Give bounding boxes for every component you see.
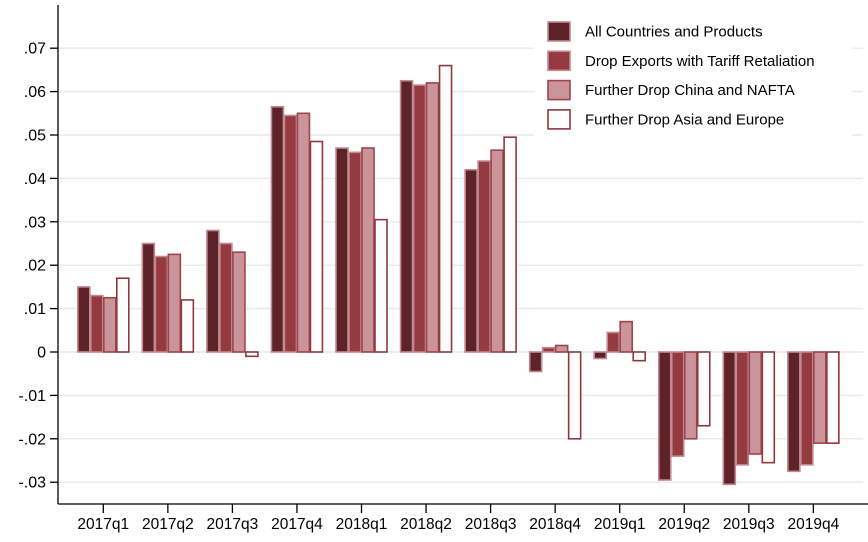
y-tick-label: .04 — [24, 171, 46, 188]
x-tick-label-2017q4: 2017q4 — [271, 516, 323, 533]
bar-2018q2-series4 — [438, 64, 453, 353]
bar-2017q3-series2 — [219, 242, 233, 353]
bar-2018q1-series2 — [348, 151, 362, 353]
y-tick-label: .01 — [24, 301, 46, 318]
bar-2018q2-series1 — [399, 79, 414, 353]
x-tick-label-2017q3: 2017q3 — [207, 516, 259, 533]
legend-label-series1: All Countries and Products — [585, 24, 763, 41]
bar-2019q4-series2 — [800, 351, 814, 466]
bar-2019q2-series2 — [670, 351, 685, 457]
y-tick-label: -.01 — [18, 388, 46, 405]
bar-2017q1-series1 — [77, 286, 91, 353]
bar-2017q1-series4 — [116, 277, 130, 353]
bar-2019q1-series3 — [619, 320, 634, 353]
bar-2018q4-series4 — [567, 351, 582, 440]
legend-swatch-series1 — [547, 21, 571, 42]
bar-2018q1-series3 — [361, 147, 375, 353]
bar-2019q4-series3 — [813, 351, 827, 444]
bar-2019q2-series1 — [657, 351, 672, 481]
legend-label-series3: Further Drop China and NAFTA — [585, 82, 795, 99]
x-tick-label-2018q1: 2018q1 — [336, 516, 388, 533]
y-tick-label: .06 — [24, 84, 46, 101]
y-tick-label: .02 — [24, 258, 46, 275]
x-tick-label-2017q1: 2017q1 — [77, 516, 129, 533]
bar-2017q2-series1 — [141, 242, 156, 353]
bar-2017q3-series4 — [245, 351, 259, 358]
x-tick-label-2018q4: 2018q4 — [529, 516, 581, 533]
legend-swatch-series4 — [547, 109, 571, 130]
x-tick-label-2019q1: 2019q1 — [594, 516, 646, 533]
bar-2017q4-series1 — [270, 105, 285, 353]
bar-2018q1-series4 — [374, 218, 388, 353]
bar-2018q3-series1 — [464, 168, 478, 353]
bar-2018q3-series4 — [503, 136, 517, 353]
bar-2017q4-series4 — [309, 140, 324, 353]
bar-2017q4-series2 — [283, 114, 298, 353]
y-tick-label: .05 — [24, 128, 46, 145]
y-tick-label: -.03 — [18, 475, 46, 492]
x-tick-label-2019q2: 2019q2 — [658, 516, 710, 533]
legend-swatch-series2 — [547, 50, 571, 72]
bar-2019q3-series4 — [761, 351, 776, 464]
bar-2019q3-series1 — [722, 351, 737, 486]
bar-2017q1-series3 — [103, 296, 117, 353]
legend-label-series2: Drop Exports with Tariff Retaliation — [585, 53, 815, 70]
bar-2019q2-series3 — [683, 351, 698, 440]
y-tick-label: .03 — [24, 214, 46, 231]
x-tick-label-2019q4: 2019q4 — [787, 516, 839, 533]
legend-background — [534, 10, 852, 137]
bar-2017q3-series1 — [206, 229, 220, 353]
bar-2019q1-series2 — [606, 331, 621, 353]
bar-2017q2-series2 — [154, 255, 169, 353]
bar-2017q2-series3 — [167, 253, 182, 353]
bar-2017q3-series3 — [232, 251, 246, 353]
bar-2019q4-series4 — [826, 351, 840, 444]
bar-2018q1-series1 — [335, 147, 349, 353]
bar-2019q1-series4 — [632, 351, 647, 362]
bar-2018q3-series3 — [490, 149, 504, 353]
bar-2019q3-series3 — [748, 351, 763, 455]
legend-swatch-series3 — [547, 79, 571, 101]
bar-2018q4-series1 — [528, 351, 543, 373]
bar-2018q4-series3 — [554, 344, 569, 353]
legend-label-series4: Further Drop Asia and Europe — [585, 111, 784, 128]
bar-2019q4-series1 — [787, 351, 801, 473]
y-tick-label: 0 — [37, 345, 46, 362]
bar-2017q1-series2 — [90, 294, 104, 353]
y-tick-label: .07 — [24, 41, 46, 58]
bar-2018q3-series2 — [477, 160, 491, 353]
x-tick-label-2018q3: 2018q3 — [465, 516, 517, 533]
bar-2018q4-series2 — [541, 346, 556, 353]
x-tick-label-2017q2: 2017q2 — [142, 516, 194, 533]
bar-2017q4-series3 — [296, 112, 311, 353]
bar-2019q2-series4 — [696, 351, 711, 427]
bar-2017q2-series4 — [180, 299, 195, 353]
bar-2018q2-series3 — [425, 82, 440, 353]
bar-2019q3-series2 — [735, 351, 750, 466]
x-tick-label-2019q3: 2019q3 — [723, 516, 775, 533]
x-tick-label-2018q2: 2018q2 — [400, 516, 452, 533]
bar-2018q2-series2 — [412, 84, 427, 353]
bar-2019q1-series1 — [593, 351, 608, 360]
y-tick-label: -.02 — [18, 431, 46, 448]
